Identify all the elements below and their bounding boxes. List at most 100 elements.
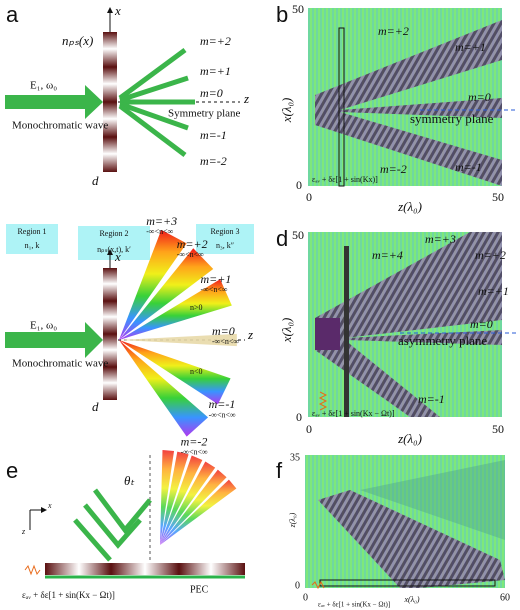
- region-params: n₁, k: [25, 241, 40, 250]
- tick-label: 0: [295, 580, 300, 591]
- axis-label: z: [243, 91, 249, 106]
- fringes: [315, 232, 502, 417]
- rainbow-beam: [119, 340, 231, 405]
- order-label: m=-2: [181, 434, 208, 448]
- input-beam: [5, 85, 103, 119]
- rainbow-beam: [119, 340, 209, 437]
- grating: [103, 268, 117, 400]
- order-range: -∞<n<∞: [209, 410, 236, 419]
- period-label: d: [92, 399, 99, 414]
- tick-label: 50: [492, 422, 504, 436]
- formula: εₐᵥ + δε[1 + sin(Kx − Ωt)]: [312, 409, 395, 418]
- y-axis-label: x(λ₀): [279, 318, 294, 344]
- order-label: m=+4: [372, 248, 403, 262]
- region-params: nₚₛ(x,t), k′: [97, 245, 131, 254]
- plane-label: asymmetry plane: [398, 333, 487, 348]
- tick-label: 35: [290, 452, 300, 463]
- panel-f: f 35 0 0 60 z(λ₀) x(λ₀) εₐᵥ + δε[1 + sin…: [276, 452, 510, 608]
- rainbow-beam: [160, 479, 237, 545]
- grating: [45, 563, 245, 575]
- tick-label: 60: [500, 592, 510, 603]
- sign-label: n>0: [190, 303, 203, 312]
- order-label: m=+2: [177, 237, 208, 251]
- tick-label: 50: [492, 190, 504, 204]
- order-label: m=+1: [200, 64, 231, 78]
- tick-label: 50: [292, 2, 304, 16]
- order-label: m=+1: [455, 40, 486, 54]
- rainbow-beam: [160, 461, 216, 545]
- x-axis-label: z(λ₀): [397, 431, 422, 446]
- diffracted-beams: [118, 47, 195, 157]
- order-range: -∞<n<∞: [146, 227, 173, 236]
- rainbow-beam: [160, 451, 189, 545]
- panel-letter: e: [6, 458, 18, 483]
- plane-label: Symmetry plane: [168, 108, 241, 120]
- tick-label: 0: [303, 592, 308, 603]
- input-beam: [5, 322, 103, 358]
- angle-label: θₜ: [124, 473, 135, 488]
- order-range: -∞<n<∞: [177, 250, 204, 259]
- order-label: m=-2: [380, 162, 407, 176]
- y-axis-label: z(λ₀): [288, 512, 297, 528]
- rainbow-beam: [160, 455, 203, 545]
- panel-c: c Region 1 n₁, k Region 2 nₚₛ(x,t), k′ R…: [5, 214, 254, 457]
- axis-label: z: [247, 327, 253, 342]
- panel-e: e x z θₜ PEC εₐᵥ + δε[1 + sin(Kx − Ωt)]: [6, 450, 245, 600]
- rainbow-beam: [119, 229, 187, 340]
- period-label: d: [92, 173, 99, 188]
- modulation-icon: [24, 564, 41, 576]
- tick-label: 50: [292, 228, 304, 242]
- order-label: m=0: [470, 317, 493, 331]
- order-label: m=-1: [200, 128, 227, 142]
- grating: [344, 246, 349, 417]
- order-range: -∞<n<∞: [200, 285, 227, 294]
- rainbow-beam: [160, 469, 227, 545]
- order-label: m=+1: [200, 272, 231, 286]
- panel-d: d 50 0 0 50 x(λ₀) z(λ₀) m=+4 m=+3 m=+2 m…: [276, 226, 518, 446]
- rainbow-beam: [119, 248, 214, 340]
- reflected-field: [360, 460, 505, 540]
- region-name: Region 2: [99, 229, 128, 238]
- region-name: Region 3: [210, 227, 239, 236]
- boundary-label: PEC: [190, 584, 209, 595]
- axis-label: x: [47, 501, 52, 510]
- modulation-icon: [311, 580, 325, 590]
- rainbow-beam: [119, 333, 237, 347]
- order-label: m=+2: [475, 248, 506, 262]
- incident-beams: [73, 488, 152, 562]
- grating: [103, 32, 117, 172]
- order-label: m=-1: [418, 392, 445, 406]
- grating: [338, 27, 345, 187]
- order-label: m=-1: [455, 160, 482, 174]
- panel-letter: d: [276, 226, 288, 251]
- order-label: m=0: [212, 324, 235, 338]
- tick-label: 0: [296, 410, 302, 424]
- source-region: [315, 318, 340, 350]
- formula: εₐᵥ + δε[1 + sin(Kx − Ωt)]: [22, 590, 115, 600]
- axis-label: x: [114, 249, 121, 264]
- region-params: n₃, k″: [216, 241, 234, 250]
- region-box: [6, 224, 58, 254]
- plane-label: symmetry plane: [410, 111, 494, 126]
- x-axis-label: x(λ₀): [403, 595, 419, 604]
- order-label: m=0: [200, 86, 223, 100]
- order-range: -∞<n<∞: [212, 337, 239, 346]
- axis-label: x: [114, 3, 121, 18]
- formula: εₐᵥ + δε[1 + sin(Kx − Ωt)]: [318, 601, 390, 609]
- axis-label: z: [21, 527, 26, 536]
- order-label: m=0: [468, 90, 491, 104]
- panel-letter: a: [6, 2, 19, 27]
- formula: εₐᵥ + δε[1 + sin(Kx)]: [312, 175, 378, 184]
- order-label: m=+3: [425, 232, 456, 246]
- panel-b: b 50 0 0 50 x(λ₀) z(λ₀) m=+2 m=+1 m=0 sy…: [276, 2, 518, 214]
- wave-label: Monochromatic wave: [12, 358, 108, 370]
- wave-label: Monochromatic wave: [12, 120, 108, 132]
- region-box: [78, 226, 150, 260]
- panel-a: a x nₚₛ(x) m=+2 m=+1 m=0 z Symmetry plan…: [5, 2, 249, 188]
- order-label: m=+3: [146, 214, 177, 228]
- source-label: E₁, ω₀: [30, 80, 57, 92]
- order-label: m=+2: [200, 34, 231, 48]
- tick-label: 0: [306, 422, 312, 436]
- order-label: m=+1: [478, 284, 509, 298]
